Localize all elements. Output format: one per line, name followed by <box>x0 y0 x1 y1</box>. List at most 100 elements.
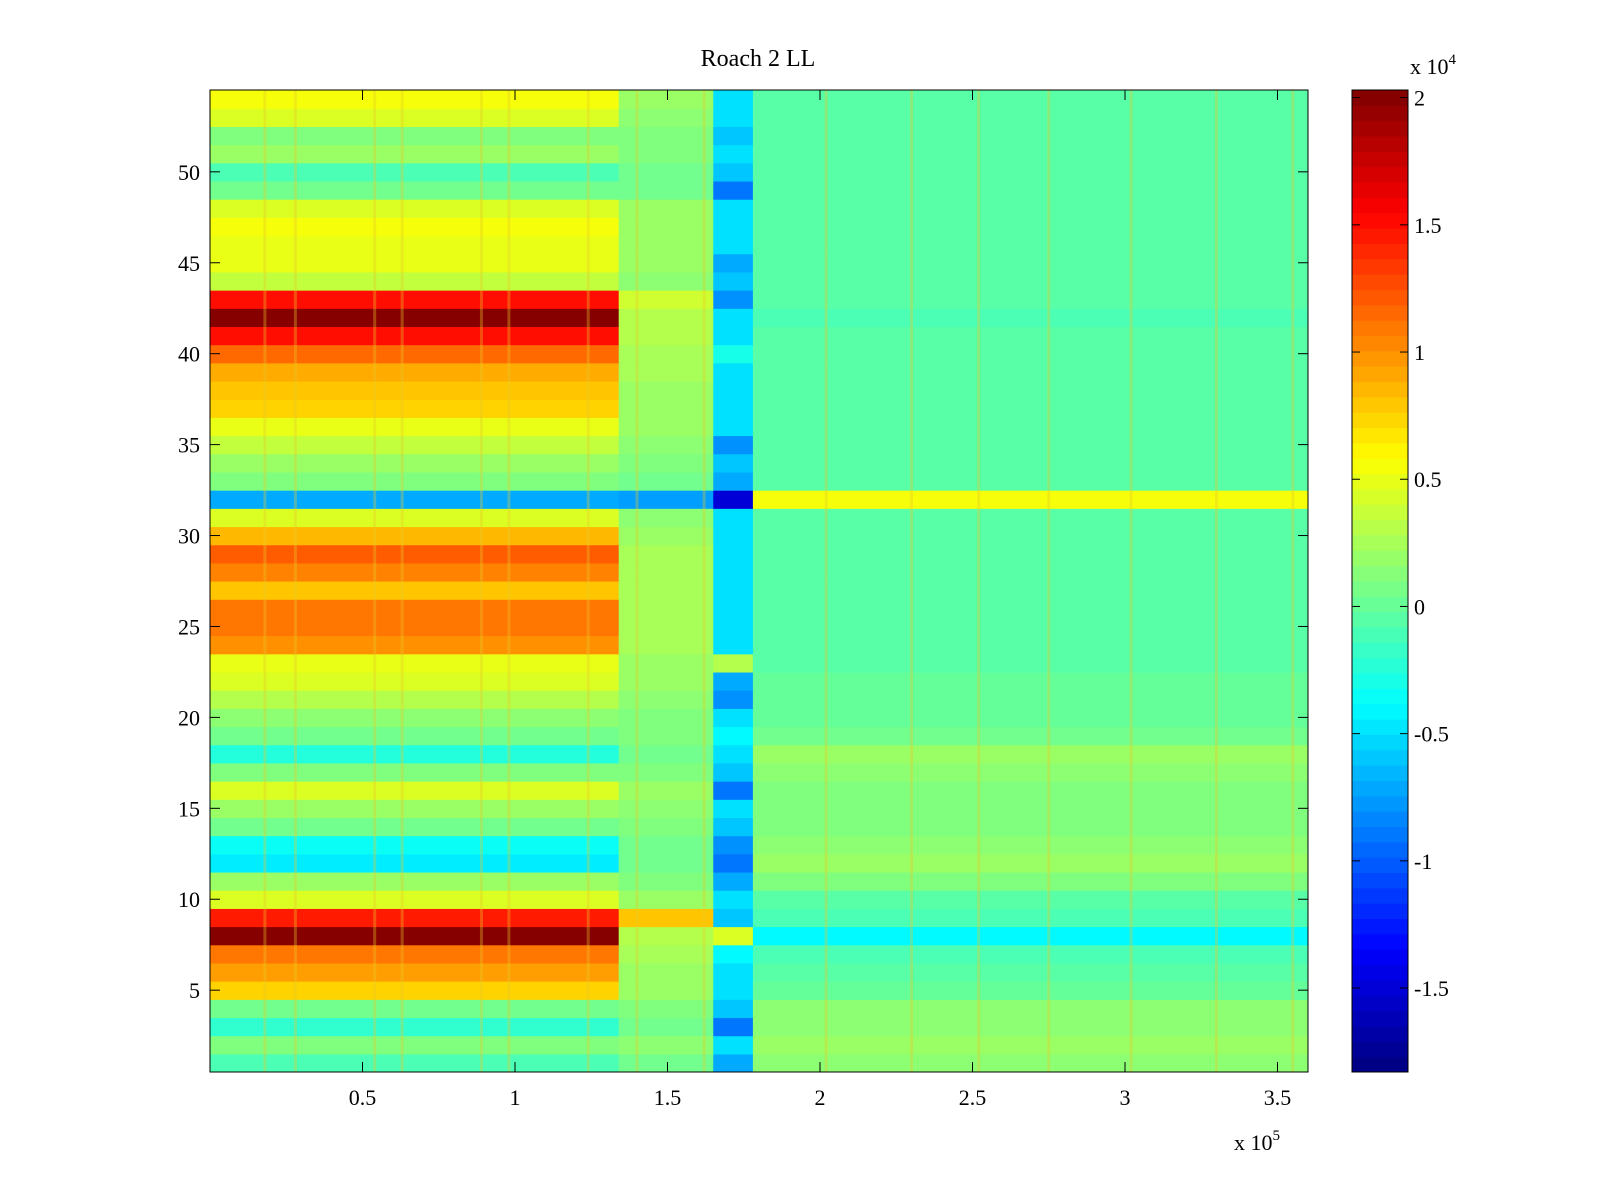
heatmap-cell <box>752 144 1308 164</box>
heatmap-cell <box>713 253 754 273</box>
heatmap-cell <box>618 544 714 564</box>
colorbar-swatch <box>1352 197 1408 214</box>
heatmap-cell <box>713 817 754 837</box>
plot-frame <box>209 89 1309 1073</box>
colorbar: 2 1.5 1 0.5 0 -0.5 -1 -1.5 x 104 <box>1351 52 1457 1073</box>
heatmap-cell <box>713 799 754 819</box>
heatmap-cell <box>713 544 754 564</box>
heatmap-cell <box>618 708 714 728</box>
heatmap-cells <box>210 90 1308 1072</box>
colorbar-swatch <box>1352 611 1408 628</box>
chart-title: Roach 2 LL <box>701 46 816 72</box>
colorbar-tick-label: 2 <box>1414 86 1425 111</box>
heatmap-cell <box>618 235 714 255</box>
heatmap-cell <box>752 1053 1308 1072</box>
x-axis-multiplier: x 105 <box>1234 1128 1280 1155</box>
heatmap-cell <box>618 217 714 237</box>
heatmap-cell <box>618 526 714 546</box>
heatmap-cell <box>210 526 620 546</box>
colorbar-swatch <box>1352 534 1408 551</box>
heatmap-cell <box>210 490 620 509</box>
heatmap-cell <box>618 1017 714 1037</box>
heatmap-cell <box>752 417 1308 437</box>
colorbar-swatch <box>1352 366 1408 383</box>
vertical-streak <box>910 90 913 1072</box>
heatmap-cell <box>752 799 1308 819</box>
heatmap-cell <box>210 562 620 582</box>
heatmap-cell <box>752 653 1308 673</box>
heatmap-cell <box>210 144 620 164</box>
heatmap-cell <box>752 544 1308 564</box>
colorbar-tick-label: 1.5 <box>1414 213 1442 238</box>
heatmap-cell <box>618 417 714 437</box>
heatmap-cell <box>752 471 1308 491</box>
heatmap-cell <box>210 435 620 455</box>
heatmap-cell <box>752 835 1308 855</box>
heatmap-cell <box>210 180 620 200</box>
heatmap-cell <box>713 162 754 182</box>
heatmap-cell <box>752 290 1308 309</box>
heatmap-cell <box>713 926 754 946</box>
heatmap-cell <box>618 399 714 418</box>
heatmap-cell <box>618 290 714 309</box>
heatmap-cell <box>618 781 714 800</box>
heatmap-cell <box>752 1017 1308 1037</box>
heatmap-cell <box>752 399 1308 418</box>
colorbar-swatch <box>1352 289 1408 306</box>
heatmap-cell <box>210 653 620 673</box>
vertical-streak <box>1291 90 1295 1072</box>
heatmap-cell <box>713 617 754 637</box>
vertical-streak <box>1215 90 1218 1072</box>
colorbar-swatch <box>1352 473 1408 490</box>
colorbar-tick-label: -0.5 <box>1414 722 1449 747</box>
colorbar-swatch <box>1352 933 1408 950</box>
x-tick-label: 1.5 <box>654 1085 682 1110</box>
heatmap-cell <box>752 999 1308 1019</box>
heatmap-cell <box>210 199 620 218</box>
heatmap-cell <box>752 326 1308 346</box>
heatmap-cell <box>752 981 1308 1000</box>
heatmap-cell <box>618 799 714 819</box>
heatmap-cell <box>210 690 620 709</box>
vertical-streak <box>507 90 511 1072</box>
vertical-streak <box>1129 90 1133 1072</box>
heatmap-cell <box>752 253 1308 273</box>
heatmap-cell <box>713 890 754 909</box>
heatmap-cell <box>713 581 754 600</box>
heatmap-cell <box>210 344 620 364</box>
y-tick-label: 50 <box>178 160 200 185</box>
heatmap-cell <box>618 726 714 746</box>
heatmap-cell <box>713 526 754 546</box>
heatmap-cell <box>713 144 754 164</box>
heatmap-cell <box>210 108 620 127</box>
heatmap-cell <box>713 344 754 364</box>
vertical-streak <box>824 90 828 1072</box>
heatmap-cell <box>618 144 714 164</box>
heatmap-cell <box>618 871 714 891</box>
heatmap-cell <box>713 308 754 328</box>
colorbar-swatch <box>1352 903 1408 920</box>
colorbar-swatch <box>1352 519 1408 536</box>
heatmap-cell <box>713 180 754 200</box>
heatmap-cell <box>210 635 620 655</box>
heatmap-cell <box>752 690 1308 709</box>
heatmap-cell <box>210 871 620 891</box>
y-tick-label: 10 <box>178 887 200 912</box>
heatmap-cell <box>618 1035 714 1055</box>
heatmap-cell <box>713 562 754 582</box>
heatmap-cell <box>618 853 714 873</box>
vertical-streak <box>977 90 981 1072</box>
colorbar-tick-label: -1 <box>1414 849 1432 874</box>
colorbar-swatch <box>1352 719 1408 735</box>
heatmap-cell <box>752 671 1308 691</box>
colorbar-swatch <box>1352 136 1408 152</box>
heatmap-cell <box>618 108 714 127</box>
x-tick-label: 2 <box>815 1085 826 1110</box>
heatmap-cell <box>713 199 754 218</box>
colorbar-swatch <box>1352 995 1408 1012</box>
colorbar-swatch <box>1352 166 1408 183</box>
heatmap-cell <box>752 526 1308 546</box>
heatmap-cell <box>210 1053 620 1072</box>
heatmap-cell <box>618 890 714 909</box>
colorbar-swatch <box>1352 887 1408 904</box>
